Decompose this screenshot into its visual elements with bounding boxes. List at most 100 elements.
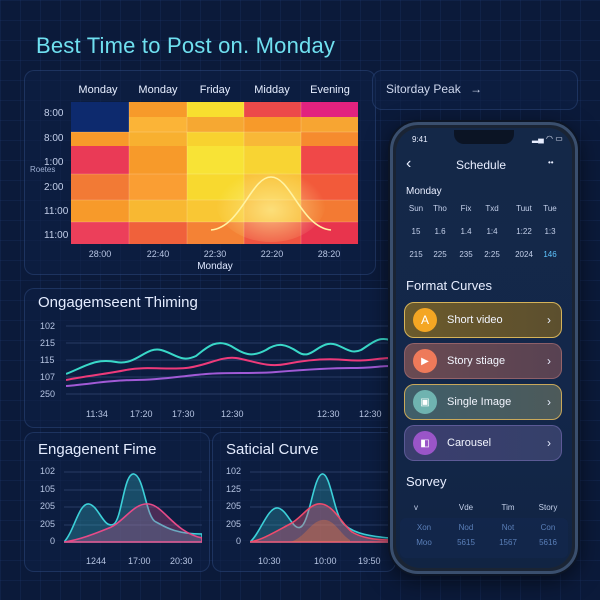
small-b-x-label: 10:00 [314,556,337,566]
small-a-y-label: 102 [40,466,56,476]
engagement-x-label: 12:30 [221,409,244,419]
heatmap-x-label: 28:00 [88,249,112,259]
saticial-panel [212,432,396,572]
weekday-label: Fix [460,204,472,213]
calendar-day[interactable]: 1:22 [516,227,532,236]
calendar-day[interactable]: 225 [433,250,447,259]
heatmap-cell [71,222,129,244]
engagement-chart [66,325,390,395]
engagement-time-panel [24,432,210,572]
heatmap-cell [244,132,301,146]
small-a-x-label: 1244 [86,556,107,566]
small-b-y-label: 205 [226,501,242,511]
heatmap-row-label: 2:00 [44,182,64,193]
format-label: Short video [447,314,503,326]
heatmap-row-label: 11:00 [44,206,69,217]
small-a-x-label: 20:30 [170,556,193,566]
status-time: 9:41 [412,135,428,144]
phone-notch [454,130,514,144]
chevron-right-icon: › [547,313,551,327]
engagement-y-label: 107 [40,372,56,382]
heatmap-column-label: Monday [78,84,118,96]
format-label: Single Image [447,396,512,408]
calendar-day[interactable]: 15 [411,227,421,236]
survey-cell: Xon [416,523,432,532]
engagement-title: Ongagemseent Thiming [38,294,198,311]
survey-cell: Not [501,523,515,532]
engagement-series-cyan [66,338,390,375]
small-a-y-label: 105 [40,484,56,494]
heatmap-cell [187,102,244,117]
engagement-y-label: 115 [40,355,55,365]
small-b-y-label: 0 [236,536,242,546]
calendar-day[interactable]: 2:25 [484,250,500,259]
calendar-day[interactable]: 146 [543,250,557,259]
format-carousel-button[interactable]: ◧ Carousel › [404,425,562,461]
heatmap-cell [129,132,187,146]
small-b-y-label: 125 [226,484,242,494]
small-b-x-label: 10:30 [258,556,281,566]
heatmap-column-label: Evening [310,84,350,96]
peak-panel [372,70,578,110]
small-a-x-label: 17:00 [128,556,151,566]
weekday-label: Sun [408,204,424,213]
heatmap-cell [301,102,358,117]
survey-table [400,518,568,558]
more-icon[interactable]: •• [548,158,554,167]
heatmap-x-title: Monday [197,261,233,272]
format-label: Carousel [447,437,492,449]
engagement-x-label: 17:30 [172,409,195,419]
format-short-video-button[interactable]: A Short video › [404,302,562,338]
chevron-right-icon: › [547,395,551,409]
heatmap-row-label: 8:00 [44,133,64,144]
peak-label[interactable]: Sitorday Peak → [386,82,482,96]
engagement-time-title: Engagenent Fime [38,441,157,458]
survey-cell: 5616 [539,538,557,547]
heatmap-cell [301,117,358,132]
heatmap-cell [71,174,129,200]
heatmap-cell [187,117,244,132]
heatmap-cell [244,117,301,132]
calendar-day[interactable]: 235 [459,250,473,259]
format-single-image-button[interactable]: ▣ Single Image › [404,384,562,420]
heatmap-row-label: 8:00 [44,108,64,119]
heatmap-x-label: 28:20 [317,249,341,259]
small-b-y-label: 205 [226,519,242,529]
heatmap-cell [244,102,301,117]
heatmap-column-label: Friday [199,84,231,96]
engagement-x-label: 12:30 [359,409,382,419]
format-story-button[interactable]: ▶ Story stiage › [404,343,562,379]
engagement-series-pink [66,356,390,381]
engagement-panel [24,288,396,428]
heatmap-cell [301,222,358,244]
back-icon[interactable]: ‹ [406,155,412,172]
saticial-title: Saticial Curve [226,441,319,458]
calendar-day[interactable]: 1.6 [434,227,446,236]
survey-cell: 5615 [457,538,475,547]
heatmap-cell [129,222,187,244]
heatmap-row-label: 1:00 [44,157,64,168]
engagement-y-label: 215 [40,338,56,348]
survey-header: Story [538,503,558,512]
engagement-y-label: 250 [40,389,56,399]
heatmap-cell [129,174,187,200]
heatmap-overlay [71,102,358,244]
small-b-x-label: 19:50 [358,556,381,566]
heatmap-cell [187,132,244,146]
engagement-x-label: 12:30 [317,409,340,419]
page-title: Best Time to Post on. Monday [36,33,336,58]
heatmap-row-label: 11:00 [44,230,69,241]
calendar-day[interactable]: 1:4 [486,227,498,236]
play-icon: ▶ [413,349,437,373]
engagement-time-chart [64,471,202,543]
calendar-day[interactable]: 1.4 [460,227,472,236]
calendar-day[interactable]: 215 [409,250,423,259]
survey-header: Vde [458,503,474,512]
peak-label-text: Sitorday Peak [386,82,461,96]
image-icon: ▣ [413,390,437,414]
calendar-day[interactable]: 2024 [515,250,533,259]
engagement-x-label: 11:34 [86,409,108,419]
small-a-y-label: 205 [40,519,56,529]
engagement-y-label: 102 [40,321,56,331]
calendar-day[interactable]: 1:3 [544,227,556,236]
